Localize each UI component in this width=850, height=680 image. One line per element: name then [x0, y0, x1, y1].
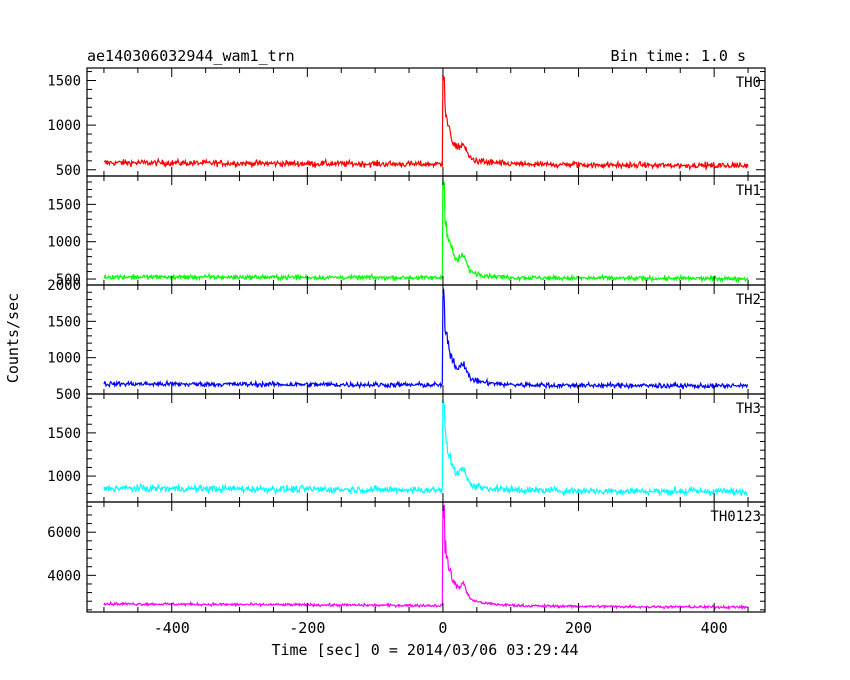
y-tick-label: 1500	[47, 197, 81, 213]
panel-name-label: TH0123	[710, 509, 761, 525]
x-tick-label: -200	[289, 619, 325, 637]
x-tick-label: 0	[438, 619, 447, 637]
panel-th0: 500 1000 1500 TH0	[47, 67, 766, 179]
y-tick-label: 4000	[47, 568, 81, 584]
plot-title: ae140306032944_wam1_trn	[87, 47, 295, 65]
lightcurve-th3	[103, 399, 748, 497]
y-tick-label: 1500	[47, 73, 81, 89]
x-tick-label: 400	[701, 619, 728, 637]
panel-frame	[86, 67, 766, 177]
bin-time-label: Bin time: 1.0 s	[611, 47, 746, 65]
panels-group: 500 1000 1500 TH0 500 1000 1500 TH1 500 1000 1500 2…	[47, 67, 766, 637]
y-axis-label: Counts/sec	[4, 293, 22, 383]
x-tick-label: -400	[154, 619, 190, 637]
y-tick-label: 500	[56, 387, 81, 403]
lightcurve-th0	[103, 74, 749, 172]
panel-name-label: TH3	[736, 401, 761, 417]
y-tick-label: 500	[56, 272, 81, 288]
panel-frame	[86, 501, 766, 613]
panel-frame	[86, 175, 766, 286]
x-axis-label: Time [sec] 0 = 2014/03/06 03:29:44	[271, 641, 578, 659]
y-tick-label: 1000	[47, 118, 81, 134]
panel-th0123: 4000 6000 TH0123	[47, 501, 766, 613]
y-tick-label: 1500	[47, 314, 81, 330]
panel-th2: 500 1000 1500 2000 TH2	[47, 278, 766, 403]
y-tick-label: 2000	[47, 278, 81, 294]
panel-name-label: TH0	[736, 75, 761, 91]
y-tick-label: 1000	[47, 469, 81, 485]
panel-frame	[86, 284, 766, 395]
lightcurve-th1	[103, 178, 749, 284]
y-tick-label: 500	[56, 163, 81, 179]
lightcurve-th0123	[103, 504, 749, 611]
panel-th3: 1000 1500 TH3	[47, 393, 766, 503]
panel-name-label: TH1	[736, 183, 761, 199]
panel-name-label: TH2	[736, 292, 761, 308]
lightcurve-th2	[103, 288, 749, 390]
y-tick-label: 1000	[47, 351, 81, 367]
y-tick-label: 1500	[47, 426, 81, 442]
y-tick-label: 6000	[47, 525, 81, 541]
x-tick-label: 200	[565, 619, 592, 637]
panel-th1: 500 1000 1500 TH1	[47, 175, 766, 288]
y-tick-label: 1000	[47, 235, 81, 251]
